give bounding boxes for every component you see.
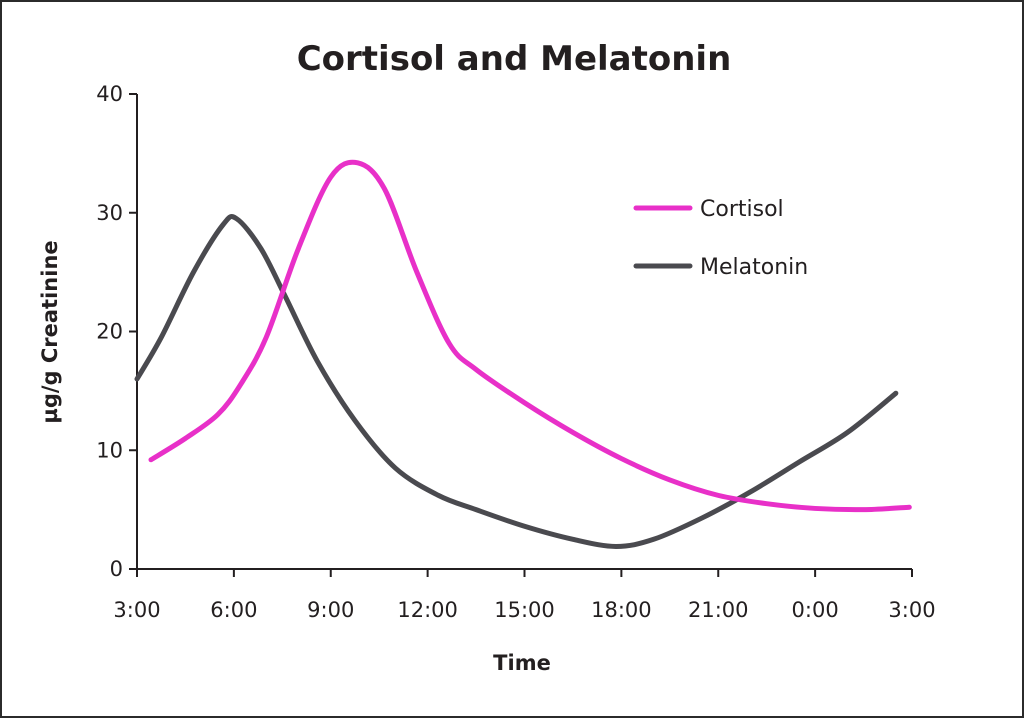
y-tick-label: 10 [96,438,123,462]
series-line-melatonin [134,214,899,549]
x-tick-label: 12:00 [397,598,458,622]
x-tick-label: 3:00 [113,598,160,622]
chart-title: Cortisol and Melatonin [297,39,732,79]
y-tick-label: 20 [96,320,123,344]
legend: Cortisol Melatonin [633,197,808,280]
legend-label-cortisol: Cortisol [700,197,784,222]
series-layer [134,159,912,549]
x-tick-label: 6:00 [210,598,257,622]
x-tick-label: 15:00 [494,598,555,622]
y-tick-label: 30 [96,201,123,225]
axes: 0 10 20 30 40 3:00 6:00 9:00 12:00 15:00 18:00 21:0… [96,82,935,622]
series-line-cortisol [148,159,912,513]
x-tick-label: 3:00 [888,598,935,622]
y-tick-label: 40 [96,82,123,106]
x-axis-label: Time [493,651,551,675]
legend-label-melatonin: Melatonin [700,255,808,280]
y-tick-label: 0 [110,557,123,581]
x-tick-label: 9:00 [307,598,354,622]
x-tick-label: 21:00 [688,598,749,622]
y-axis-label: µg/g Creatinine [38,240,62,423]
x-tick-label: 18:00 [591,598,652,622]
x-tick-label: 0:00 [792,598,839,622]
